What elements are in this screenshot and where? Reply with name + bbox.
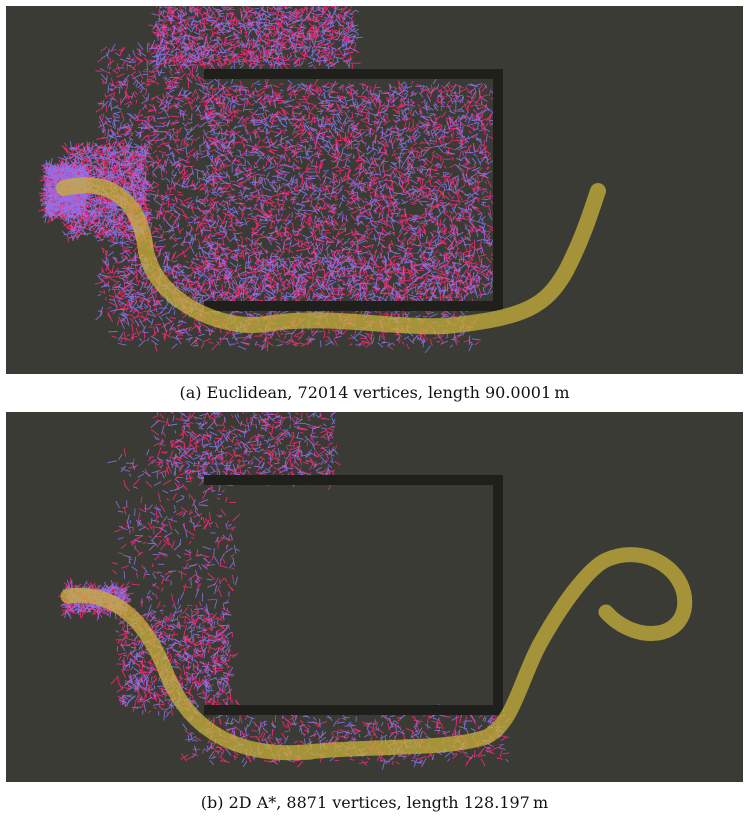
search-tree-b <box>58 412 511 770</box>
planned-path-b <box>60 547 693 761</box>
subfigure-a-caption: (a) Euclidean, 72014 vertices, length 90… <box>179 383 570 402</box>
subfigure-b-plot <box>6 412 743 782</box>
subfigure-a-plot <box>6 6 743 374</box>
search-tree-a <box>38 6 500 354</box>
subfigure-b-caption: (b) 2D A*, 8871 vertices, length 128.197… <box>200 793 549 812</box>
obstacle-wall-b <box>204 475 503 715</box>
planned-path-a <box>56 177 606 335</box>
obstacle-wall-a <box>204 69 503 311</box>
